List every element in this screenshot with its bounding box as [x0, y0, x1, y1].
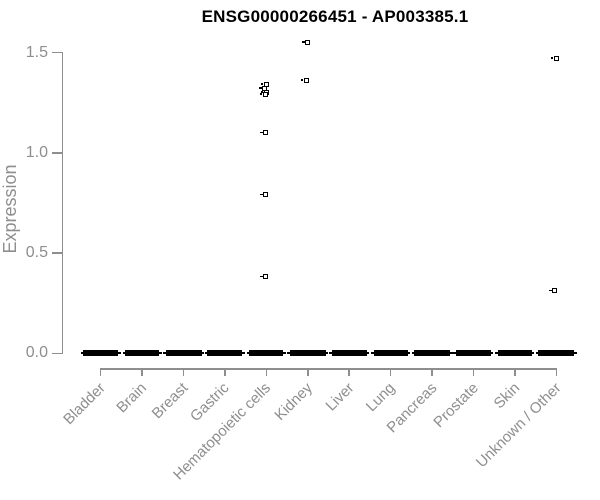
- y-axis-line: [61, 52, 63, 354]
- x-tick-label: Lung: [363, 379, 399, 416]
- zero-expression-cluster: [373, 350, 408, 356]
- zero-cluster-edge-point: [201, 352, 205, 355]
- zero-expression-cluster: [125, 350, 160, 356]
- data-point: [550, 55, 559, 61]
- zero-cluster-edge-point: [158, 352, 162, 355]
- chart-title: ENSG00000266451 - AP003385.1: [201, 7, 469, 26]
- zero-cluster-edge-point: [535, 352, 539, 355]
- x-tick-mark: [141, 368, 143, 376]
- y-tick-mark: [52, 51, 62, 54]
- x-tick-label: Brain: [113, 379, 151, 417]
- zero-expression-cluster: [455, 350, 491, 356]
- y-tick-label: 1.0: [25, 143, 48, 161]
- zero-cluster-edge-point: [449, 352, 453, 355]
- x-tick-label: Skin: [490, 379, 523, 413]
- data-point: [549, 288, 558, 294]
- zero-cluster-edge-point: [241, 352, 245, 355]
- zero-cluster-edge-point: [490, 352, 494, 355]
- x-tick-mark: [348, 368, 350, 376]
- zero-cluster-edge-point: [453, 352, 457, 355]
- zero-cluster-edge-point: [573, 352, 577, 355]
- data-point: [260, 191, 269, 197]
- x-tick-mark: [99, 368, 102, 376]
- zero-expression-cluster: [414, 350, 451, 356]
- x-tick-mark: [307, 368, 309, 376]
- y-axis-title: Expression: [0, 164, 20, 254]
- zero-expression-cluster: [289, 350, 326, 356]
- data-point: [260, 129, 269, 135]
- x-tick-label: Prostate: [429, 379, 482, 432]
- y-tick-label: 0.0: [25, 344, 48, 362]
- y-tick-mark: [52, 252, 62, 254]
- zero-expression-cluster: [538, 350, 575, 356]
- x-axis-line: [100, 368, 557, 370]
- zero-cluster-edge-point: [531, 352, 535, 355]
- data-point: [300, 77, 309, 83]
- zero-expression-cluster: [83, 350, 119, 356]
- zero-cluster-edge-point: [495, 352, 499, 355]
- zero-cluster-edge-point: [366, 352, 370, 355]
- zero-cluster-edge-point: [411, 352, 415, 355]
- x-tick-mark: [224, 368, 226, 376]
- zero-expression-cluster: [207, 350, 243, 356]
- x-tick-mark: [431, 368, 433, 376]
- zero-cluster-edge-point: [282, 352, 286, 355]
- data-point: [260, 274, 269, 280]
- x-tick-label: Breast: [148, 379, 192, 423]
- zero-expression-cluster: [249, 350, 284, 356]
- zero-cluster-edge-point: [287, 352, 291, 355]
- x-tick-label: Liver: [322, 379, 358, 415]
- zero-cluster-edge-point: [407, 352, 411, 355]
- x-tick-mark: [182, 368, 185, 376]
- x-tick-label: Kidney: [271, 379, 316, 424]
- x-tick-mark: [265, 368, 268, 376]
- y-tick-mark: [52, 352, 62, 355]
- x-tick-mark: [389, 368, 392, 376]
- data-point: [302, 39, 311, 45]
- zero-cluster-edge-point: [163, 352, 167, 355]
- zero-cluster-edge-point: [329, 352, 333, 355]
- x-tick-mark: [472, 368, 475, 376]
- zero-cluster-edge-point: [246, 352, 250, 355]
- zero-cluster-edge-point: [122, 352, 126, 355]
- x-tick-label: Bladder: [60, 379, 109, 429]
- zero-cluster-edge-point: [371, 352, 375, 355]
- zero-cluster-edge-point: [80, 352, 84, 355]
- zero-cluster-edge-point: [117, 352, 121, 355]
- zero-expression-cluster: [497, 350, 532, 356]
- data-point: [259, 91, 268, 97]
- y-tick-mark: [52, 152, 62, 154]
- zero-expression-cluster: [331, 350, 367, 356]
- x-tick-mark: [555, 368, 558, 376]
- y-tick-label: 0.5: [25, 244, 48, 262]
- zero-cluster-edge-point: [325, 352, 329, 355]
- x-tick-mark: [514, 368, 516, 376]
- y-tick-label: 1.5: [25, 43, 48, 61]
- zero-expression-cluster: [165, 350, 202, 356]
- zero-cluster-edge-point: [204, 352, 208, 355]
